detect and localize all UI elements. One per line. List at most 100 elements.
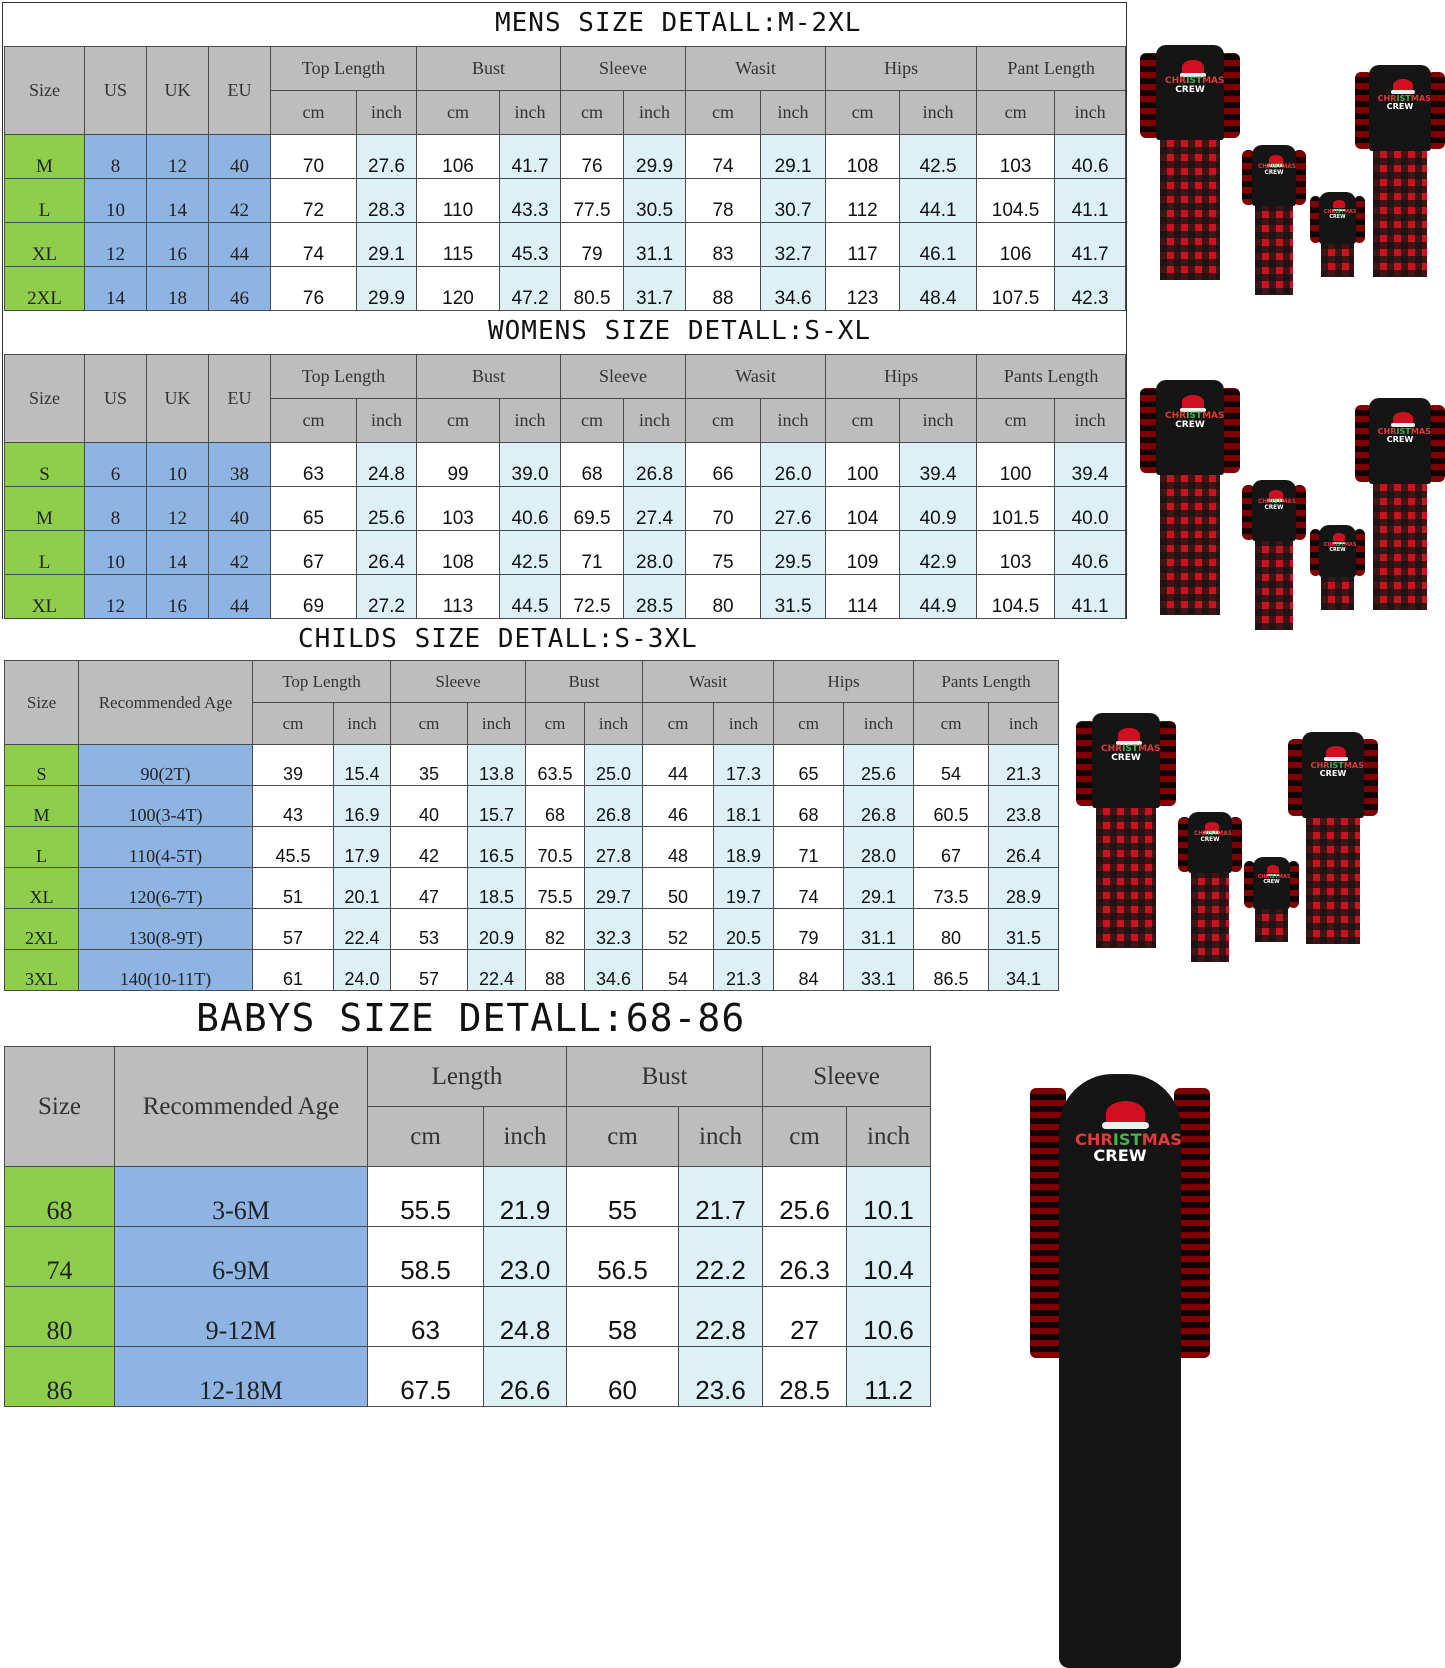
cm-value-cell: 112 — [825, 178, 901, 223]
measure-group-header: Sleeve — [560, 354, 687, 399]
cm-value-cell: 80 — [685, 574, 762, 619]
measure-group-header: Pants Length — [913, 660, 1060, 703]
cm-value-cell: 74 — [773, 867, 845, 909]
size-header: Size — [4, 46, 85, 135]
ref-cell: 12 — [84, 222, 147, 267]
inch-value-cell: 16.9 — [332, 785, 392, 827]
ref-cell: 44 — [208, 222, 271, 267]
measure-group-header: Bust — [566, 1046, 764, 1107]
size-cell: L — [4, 530, 85, 575]
ref-cell: 120(6-7T) — [78, 867, 253, 909]
ref-header: Recommended Age — [78, 660, 253, 745]
inch-value-cell: 48.4 — [899, 266, 978, 311]
santa-hat-icon — [1331, 200, 1347, 211]
inch-value-cell: 15.7 — [467, 785, 527, 827]
unit-header: cm — [416, 398, 501, 443]
cm-value-cell: 71 — [773, 826, 845, 868]
christmas-crew-logo: CHRISTMAS CREW — [1194, 831, 1232, 844]
cm-value-cell: 84 — [773, 949, 845, 991]
unit-header: cm — [976, 398, 1056, 443]
cm-value-cell: 83 — [685, 222, 762, 267]
sleeve-right — [1360, 739, 1378, 816]
ref-header: Recommended Age — [114, 1046, 368, 1167]
cm-value-cell: 26.3 — [762, 1226, 848, 1287]
inch-value-cell: 20.9 — [467, 908, 527, 950]
inch-value-cell: 44.5 — [499, 574, 562, 619]
cm-value-cell: 40 — [390, 785, 469, 827]
ref-cell: 16 — [146, 574, 209, 619]
size-cell: XL — [4, 574, 85, 619]
cm-value-cell: 104.5 — [976, 178, 1056, 223]
unit-header: inch — [760, 398, 827, 443]
unit-header: cm — [525, 702, 586, 745]
ref-header: US — [84, 46, 147, 135]
table-row: 86 12-18M 67.5 26.6 60 23.6 28.5 11.2 — [4, 1346, 932, 1407]
table-row: 2XL 14 18 46 76 29.9 120 47.2 80.5 31.7 88 34.6 123 4… — [4, 266, 1127, 311]
sleeve-left — [1140, 53, 1160, 138]
cm-value-cell: 110 — [416, 178, 501, 223]
cm-value-cell: 123 — [825, 266, 901, 311]
cm-value-cell: 46 — [642, 785, 715, 827]
ref-cell: 42 — [208, 530, 271, 575]
cm-value-cell: 55 — [566, 1166, 680, 1227]
table-row: 3XL 140(10-11T) 61 24.0 57 22.4 88 34.6 54 21.3 84… — [4, 949, 1060, 991]
measure-group-header: Bust — [416, 354, 562, 399]
ref-cell: 18 — [146, 266, 209, 311]
cm-value-cell: 101.5 — [976, 486, 1056, 531]
unit-header: cm — [566, 1106, 680, 1167]
cm-value-cell: 65 — [270, 486, 357, 531]
inch-value-cell: 23.0 — [482, 1226, 568, 1287]
sleeve-right — [1229, 817, 1242, 872]
inch-value-cell: 28.5 — [623, 574, 687, 619]
cm-value-cell: 74 — [270, 222, 357, 267]
size-cell: S — [4, 442, 85, 487]
inch-value-cell: 29.7 — [584, 867, 644, 909]
inch-value-cell: 42.5 — [899, 134, 978, 179]
cm-value-cell: 120 — [416, 266, 501, 311]
measure-group-header: Sleeve — [390, 660, 527, 703]
inch-value-cell: 30.7 — [760, 178, 827, 223]
inch-value-cell: 10.6 — [846, 1286, 932, 1347]
inch-value-cell: 11.2 — [846, 1346, 932, 1407]
sleeve-left — [1242, 150, 1255, 205]
adult-charts-frame — [2, 2, 1127, 619]
cm-value-cell: 70 — [270, 134, 357, 179]
christmas-crew-logo: CHRISTMAS CREW — [1258, 164, 1296, 177]
inch-value-cell: 19.7 — [713, 867, 775, 909]
christmas-crew-logo: CHRISTMAS CREW — [1075, 1129, 1182, 1165]
size-table: Size Recommended Age Length Bust Sleeve cm inc… — [4, 1046, 932, 1407]
ref-cell: 3-6M — [114, 1166, 368, 1227]
santa-hat-icon — [1323, 745, 1348, 761]
inch-value-cell: 32.3 — [584, 908, 644, 950]
unit-header: inch — [1054, 90, 1127, 135]
inch-value-cell: 42.3 — [1054, 266, 1127, 311]
cm-value-cell: 63.5 — [525, 744, 586, 786]
inch-value-cell: 47.2 — [499, 266, 562, 311]
inch-value-cell: 41.1 — [1054, 178, 1127, 223]
inch-value-cell: 30.5 — [623, 178, 687, 223]
ref-cell: 10 — [84, 178, 147, 223]
measure-group-header: Hips — [825, 354, 978, 399]
ref-header: EU — [208, 354, 271, 443]
inch-value-cell: 41.1 — [1054, 574, 1127, 619]
inch-value-cell: 24.8 — [355, 442, 418, 487]
cm-value-cell: 115 — [416, 222, 501, 267]
inch-value-cell: 39.0 — [499, 442, 562, 487]
cm-value-cell: 75.5 — [525, 867, 586, 909]
pants — [1190, 872, 1230, 963]
cm-value-cell: 51 — [252, 867, 334, 909]
unit-header: inch — [1054, 398, 1127, 443]
cm-value-cell: 106 — [416, 134, 501, 179]
cm-value-cell: 58.5 — [367, 1226, 484, 1287]
ref-cell: 100(3-4T) — [78, 785, 253, 827]
header-row: Size Recommended Age Top Length Sleeve Bust W… — [4, 660, 1060, 745]
inch-value-cell: 21.7 — [678, 1166, 764, 1227]
inch-value-cell: 22.8 — [678, 1286, 764, 1347]
christmas-crew-logo: CHRISTMAS CREW — [1257, 873, 1291, 885]
section-title: CHILDS SIZE DETALL:S-3XL — [298, 624, 698, 654]
ref-cell: 40 — [208, 486, 271, 531]
table-row: 2XL 130(8-9T) 57 22.4 53 20.9 82 32.3 52 20.5 79 31… — [4, 908, 1060, 950]
inch-value-cell: 26.4 — [355, 530, 418, 575]
inch-value-cell: 13.8 — [467, 744, 527, 786]
sleeve-left — [1288, 739, 1306, 816]
